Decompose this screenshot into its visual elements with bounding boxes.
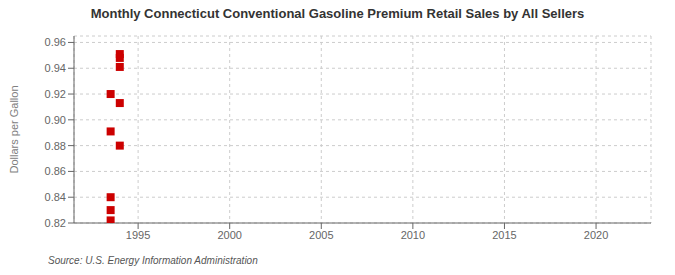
svg-text:2000: 2000 — [217, 229, 241, 241]
svg-text:0.84: 0.84 — [45, 191, 66, 203]
svg-text:2020: 2020 — [584, 229, 608, 241]
svg-text:0.96: 0.96 — [45, 36, 66, 48]
svg-text:2015: 2015 — [492, 229, 516, 241]
svg-text:0.92: 0.92 — [45, 88, 66, 100]
svg-text:0.88: 0.88 — [45, 140, 66, 152]
html-text:Monthly Connecticut Convention: Monthly Connecticut Conventional Gasolin… — [90, 6, 585, 21]
html-text:Source: U.S. Energy Informatio: Source: U.S. Energy Information Administ… — [48, 255, 258, 266]
svg-text:0.82: 0.82 — [45, 217, 66, 229]
svg-text:0.90: 0.90 — [45, 114, 66, 126]
svg-text:0.86: 0.86 — [45, 165, 66, 177]
svg-text:0.94: 0.94 — [45, 62, 66, 74]
svg-text:1995: 1995 — [126, 229, 150, 241]
svg-text:2005: 2005 — [309, 229, 333, 241]
svg-text:Dollars per Gallon: Dollars per Gallon — [8, 85, 20, 173]
svg-text:2010: 2010 — [401, 229, 425, 241]
